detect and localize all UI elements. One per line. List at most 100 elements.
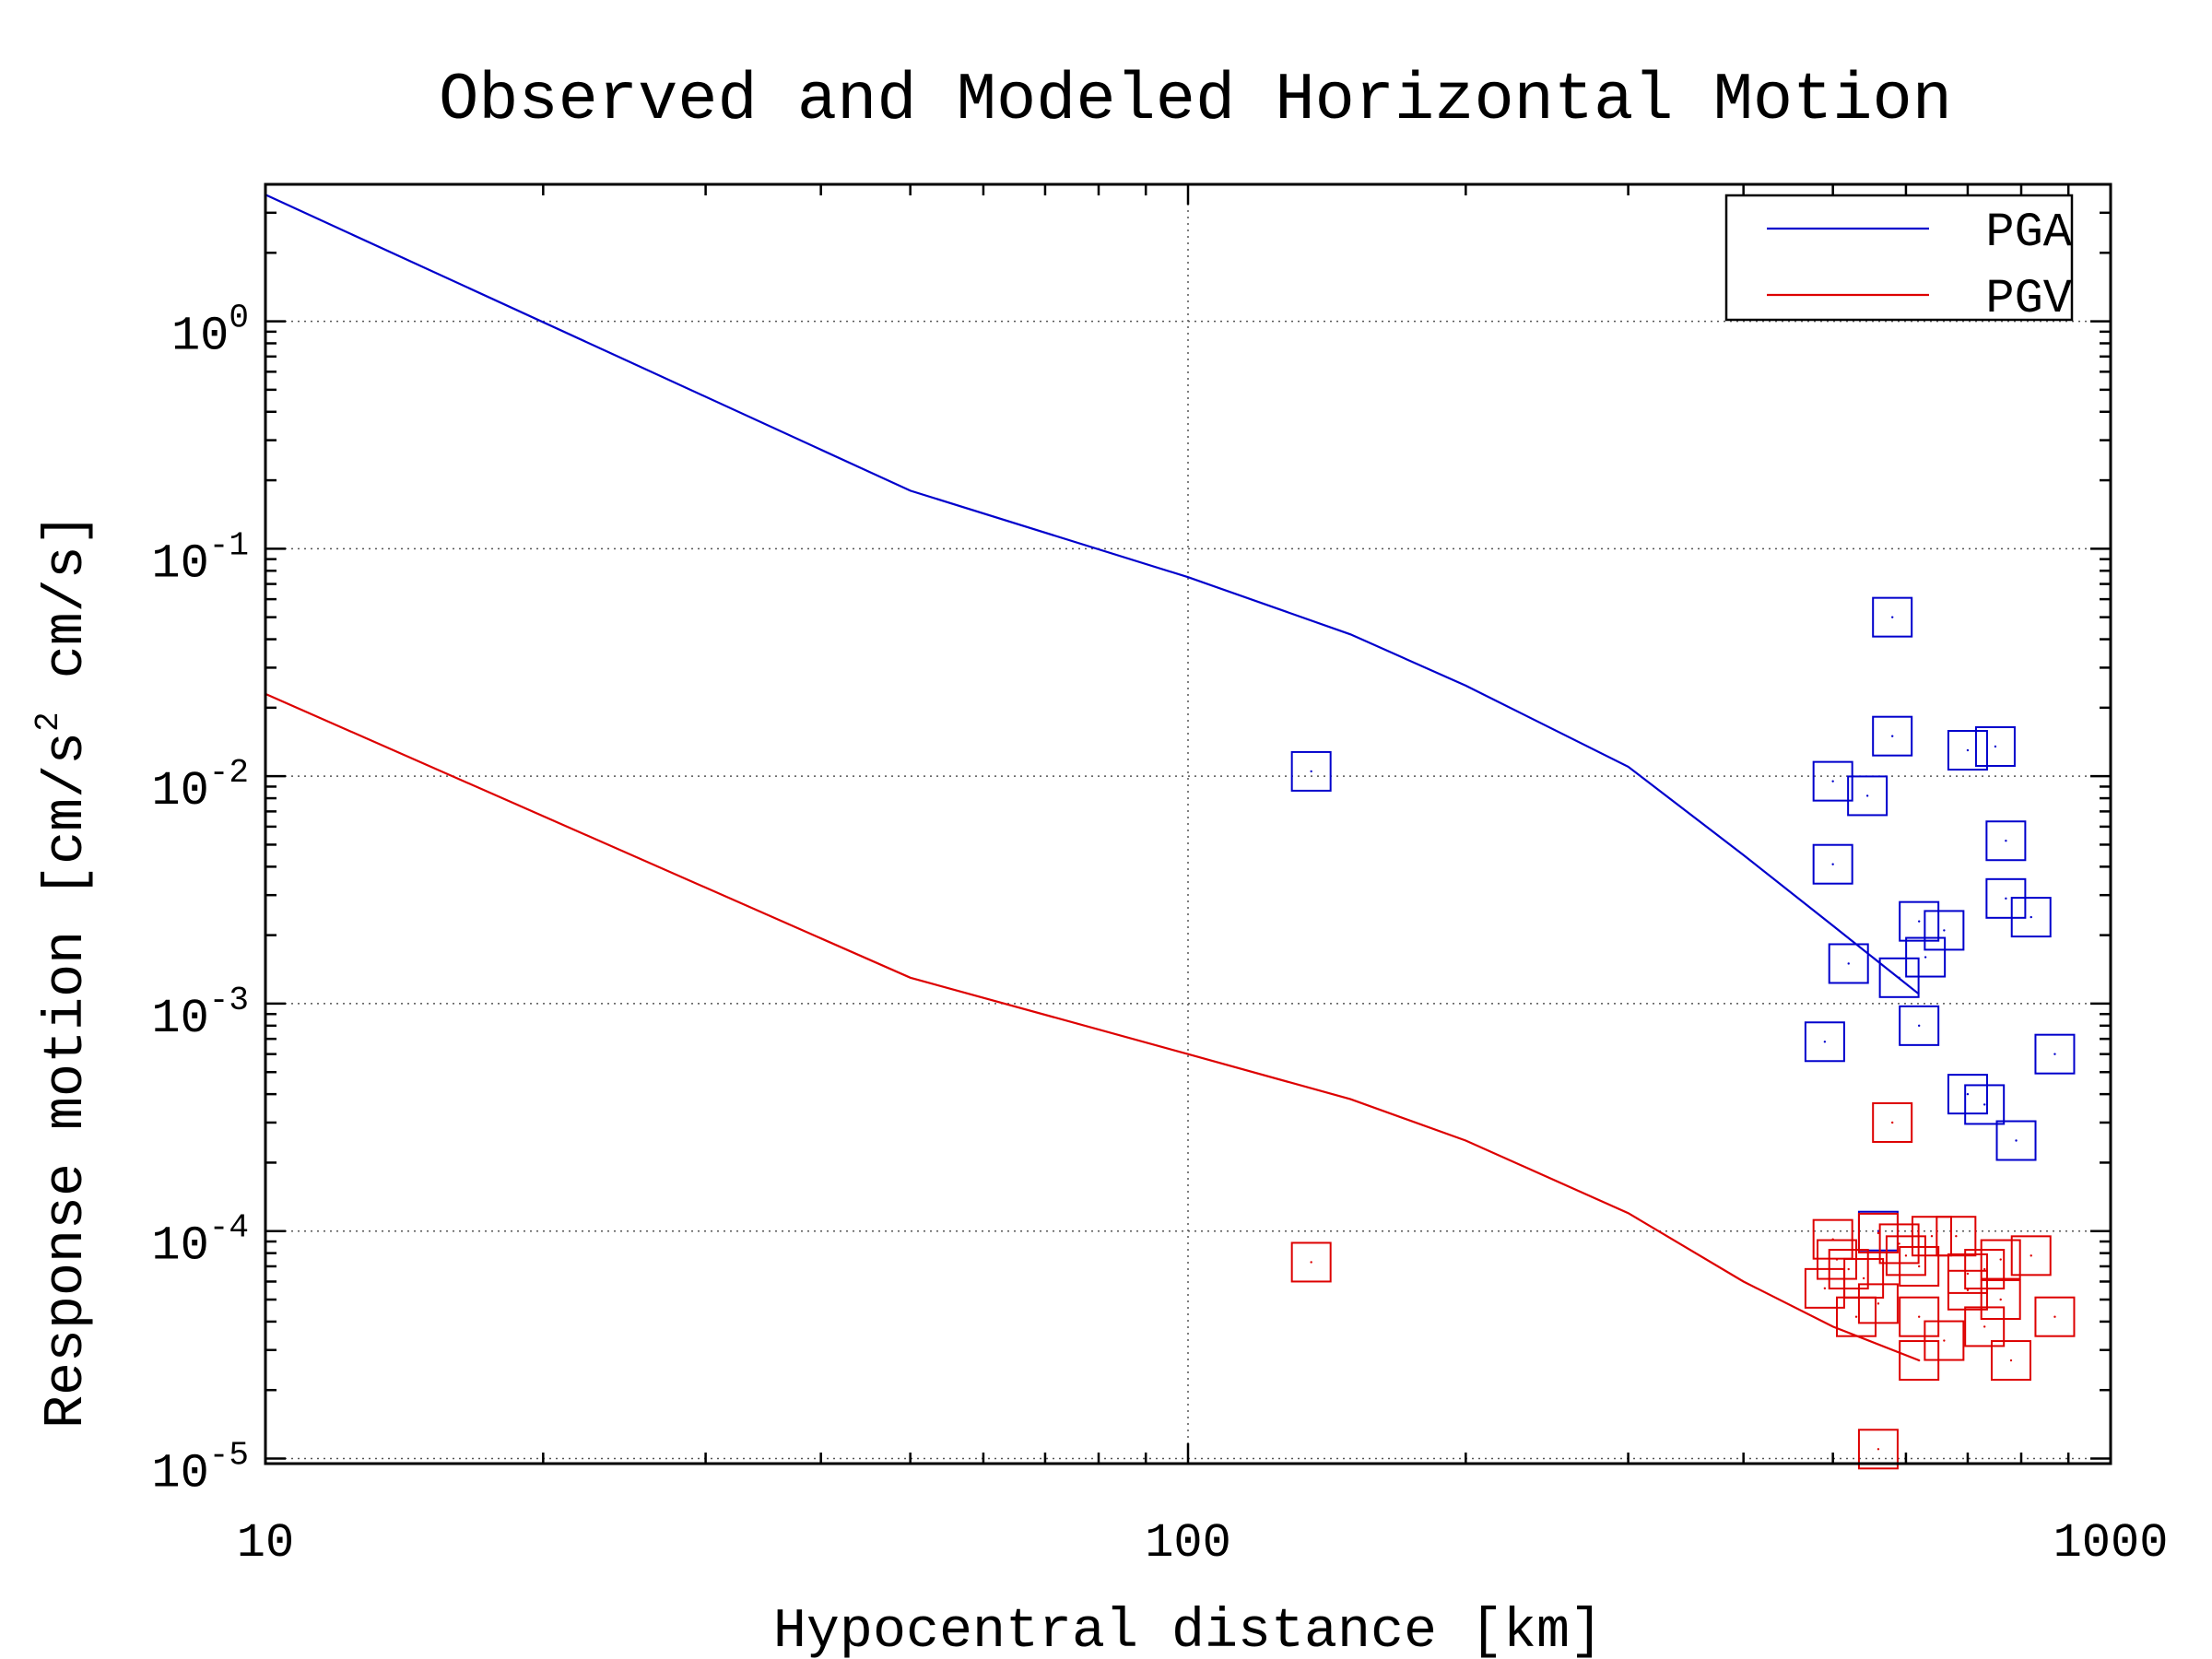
pgv-point-center xyxy=(1955,1235,1958,1238)
pga-point-center xyxy=(1994,745,1997,748)
pga-point-center xyxy=(1890,735,1894,737)
pgv-point-center xyxy=(2053,1315,2056,1318)
pga-point-center xyxy=(1865,794,1869,797)
y-tick-label-base: 10 xyxy=(151,536,208,591)
pgv-point-center xyxy=(1904,1254,1908,1257)
pgv-point-center xyxy=(1877,1448,1880,1451)
pga-observed-point xyxy=(1812,843,1853,885)
pga-point-center xyxy=(2005,840,2007,842)
pga-observed-point xyxy=(1905,936,1947,978)
pga-point-center xyxy=(1943,929,1946,932)
pgv-model-line xyxy=(265,692,1920,1362)
y-axis-label-main: Response motion [cm/s xyxy=(36,732,99,1429)
y-tick-label: 10-3 xyxy=(151,982,249,1046)
pga-point-center xyxy=(2005,897,2007,900)
chart-title: Observed and Modeled Horizontal Motion xyxy=(439,63,1952,138)
y-tick-label-base: 10 xyxy=(151,764,208,818)
y-tick-label: 10-5 xyxy=(151,1437,249,1501)
pgv-point-center xyxy=(1917,1315,1921,1318)
pgv-point-center xyxy=(1943,1339,1946,1342)
pgv-point-center xyxy=(1862,1277,1865,1280)
pgv-point-center xyxy=(1310,1261,1312,1264)
pgv-point-center xyxy=(1898,1242,1900,1245)
pga-point-center xyxy=(1924,956,1927,959)
pgv-point-center xyxy=(1854,1315,1858,1318)
pgv-point-center xyxy=(1930,1235,1934,1238)
pga-observed-point xyxy=(2034,1033,2076,1075)
legend-box xyxy=(1724,194,2074,322)
pgv-observed-point xyxy=(1899,1245,1940,1287)
pgv-observed-point xyxy=(1911,1216,1952,1257)
pgv-point-center xyxy=(1877,1302,1880,1305)
pga-observed-point xyxy=(1812,760,1853,802)
pgv-point-center xyxy=(1966,1288,1970,1291)
legend-label-pga: PGA xyxy=(1985,206,2072,260)
pga-observed-point xyxy=(1964,1084,2006,1125)
pgv-observed-point xyxy=(2034,1296,2076,1337)
pgv-observed-point xyxy=(1980,1239,2021,1280)
pgv-observed-point xyxy=(1804,1267,1845,1309)
x-tick-label: 10 xyxy=(237,1516,294,1571)
pgv-observed-point xyxy=(1836,1296,1877,1337)
pga-model-line xyxy=(265,194,1920,995)
pgv-observed-point xyxy=(1899,1340,1940,1382)
y-tick-label: 10-2 xyxy=(151,754,249,818)
pgv-observed-point xyxy=(1990,1340,2031,1382)
pga-observed-point xyxy=(1847,775,1888,817)
pgv-point-center xyxy=(1917,1265,1921,1268)
pga-observed-point xyxy=(2010,897,2052,938)
y-tick-label: 10-4 xyxy=(151,1209,249,1274)
legend: PGA PGV xyxy=(1724,194,2074,326)
y-axis-label: Response motion [cm/s2 cm/s] xyxy=(29,512,99,1429)
y-tick-label-base: 10 xyxy=(171,310,229,364)
pga-observed-point xyxy=(1899,1005,1940,1046)
pgv-observed-point xyxy=(1947,1269,1988,1311)
pga-point-center xyxy=(1983,1103,1986,1106)
pgv-point-center xyxy=(2030,1254,2032,1257)
pgv-point-center xyxy=(1917,1359,1921,1362)
pga-observed-point xyxy=(1947,1074,1988,1115)
pga-observed-point xyxy=(1899,900,1940,942)
pgv-point-center xyxy=(1999,1258,2002,1261)
pgv-point-center xyxy=(1890,1121,1894,1124)
pgv-point-center xyxy=(1999,1298,2002,1301)
pgv-observed-point xyxy=(1872,1101,1913,1143)
y-tick-label-exponent: -4 xyxy=(209,1209,249,1247)
pga-observed-point xyxy=(1995,1120,2037,1161)
pgv-point-center xyxy=(1983,1325,1986,1328)
pgv-observed-point xyxy=(1857,1212,1899,1253)
pgv-point-center xyxy=(1835,1258,1839,1261)
pga-point-center xyxy=(1831,863,1834,865)
pgv-point-center xyxy=(1966,1272,1970,1276)
y-tick-label-exponent: -5 xyxy=(209,1437,249,1475)
x-tick-labels: 10 100 1000 xyxy=(237,1516,2169,1571)
x-tick-label: 1000 xyxy=(2053,1516,2169,1571)
pgv-point-center xyxy=(1823,1287,1827,1290)
pga-observed-point xyxy=(1872,715,1913,757)
pgv-observed-point xyxy=(1964,1249,2006,1290)
pga-observed-point xyxy=(1290,750,1332,792)
pga-point-center xyxy=(2015,1139,2018,1142)
y-tick-label: 10-1 xyxy=(151,526,249,591)
y-axis-label-tail: cm/s] xyxy=(36,512,99,712)
pga-point-center xyxy=(1310,770,1312,773)
pga-point-center xyxy=(2053,1053,2056,1055)
legend-label-pgv: PGV xyxy=(1985,272,2072,326)
pga-point-center xyxy=(1847,962,1850,965)
pgv-observed-point xyxy=(1936,1216,1977,1257)
pga-observed-point xyxy=(1947,730,1988,771)
pga-point-center xyxy=(1917,920,1921,923)
pgv-observed-point xyxy=(1857,1283,1899,1324)
pga-point-center xyxy=(2030,915,2032,919)
pga-point-center xyxy=(1823,1041,1827,1043)
pgv-point-center xyxy=(1847,1267,1850,1271)
pga-point-center xyxy=(1898,976,1900,980)
x-tick-label: 100 xyxy=(1145,1516,1231,1571)
y-tick-label-base: 10 xyxy=(151,1447,208,1501)
pgv-observed-point xyxy=(1899,1296,1940,1337)
y-tick-label-base: 10 xyxy=(151,992,208,1046)
y-axis-label-superscript: 2 xyxy=(29,712,67,732)
pga-observed-point xyxy=(1872,596,1913,638)
observed-points xyxy=(1290,596,2076,1470)
